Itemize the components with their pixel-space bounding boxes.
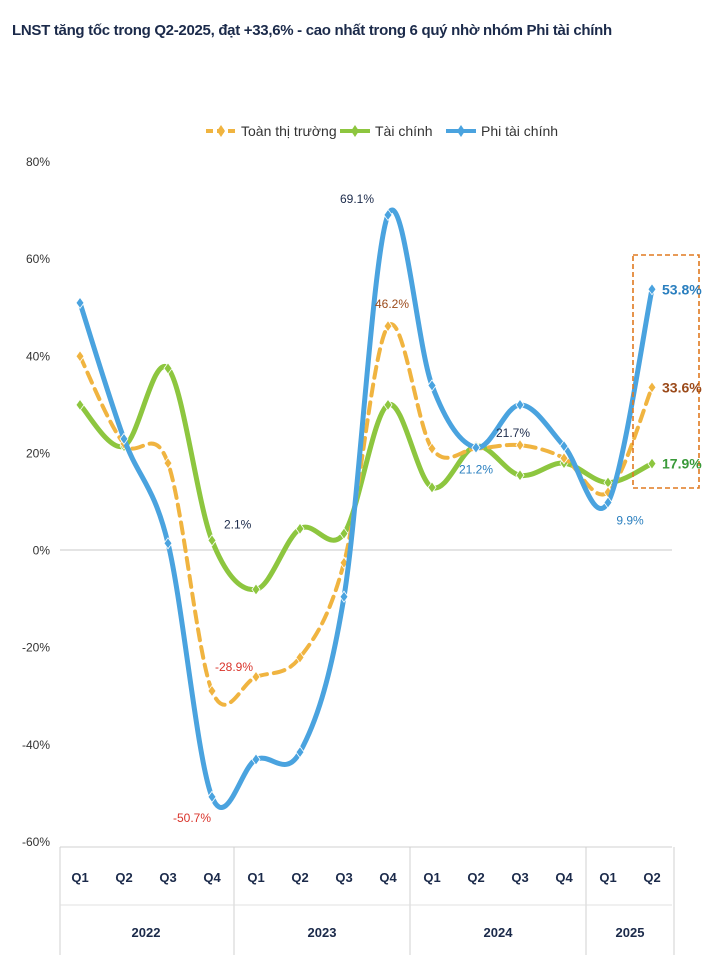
data-label: 2.1% <box>224 517 252 531</box>
series-line <box>77 208 655 810</box>
data-point-marker <box>647 381 657 394</box>
x-tick-label: Q1 <box>423 870 440 885</box>
x-axis: Q1 Q2 Q3 Q4 Q1 Q2 Q3 Q4 Q1 Q2 Q3 Q4 Q1 Q2 2022 2023 2024… <box>59 846 675 955</box>
data-point-marker <box>515 469 525 482</box>
data-point-marker <box>251 670 261 684</box>
data-point-marker <box>207 534 217 547</box>
data-point-marker <box>339 527 349 540</box>
x-tick-label: Q4 <box>203 870 221 885</box>
chart-title: LNST tăng tốc trong Q2-2025, đạt +33,6% … <box>12 22 612 39</box>
x-tick-label: Q1 <box>599 870 616 885</box>
legend-marker-0 <box>217 125 225 137</box>
data-point-marker <box>647 457 657 470</box>
data-point-marker <box>75 296 85 310</box>
data-point-marker <box>163 537 173 550</box>
x-tick-label: Q2 <box>291 870 308 885</box>
data-point-marker <box>471 441 481 454</box>
x-tick-label: Q4 <box>555 870 573 885</box>
data-point-marker <box>515 438 525 452</box>
data-labels: 2.1% -28.9% -50.7% 69.1% 46.2% 21.7% 21.2% 9.9%… <box>173 192 702 825</box>
data-point-marker <box>251 753 261 766</box>
data-label: -28.9% <box>215 660 253 674</box>
x-tick-label: Q2 <box>467 870 484 885</box>
x-tick-label: Q2 <box>643 870 660 885</box>
data-label: 53.8% <box>662 281 702 297</box>
legend[interactable]: Toàn thị trường Tài chính Phi tài chính <box>206 123 558 139</box>
data-label: 69.1% <box>340 192 374 206</box>
y-tick-label: 40% <box>26 349 50 363</box>
x-tick-label: Q1 <box>71 870 88 885</box>
data-label: 21.7% <box>496 426 530 440</box>
data-point-marker <box>295 745 305 759</box>
x-tick-label: Q3 <box>511 870 528 885</box>
year-label: 2023 <box>308 925 337 940</box>
data-label: 9.9% <box>616 513 644 527</box>
x-tick-label: Q3 <box>335 870 352 885</box>
data-point-marker <box>559 439 569 453</box>
y-tick-label: 0% <box>33 544 51 558</box>
data-point-marker <box>207 684 217 698</box>
year-label: 2024 <box>484 925 514 940</box>
data-point-marker <box>75 350 85 363</box>
data-label: 17.9% <box>662 456 702 472</box>
y-axis: 80% 60% 40% 20% 0% -20% -40% -60% <box>22 155 50 849</box>
series-layer <box>75 208 657 810</box>
data-point-marker <box>427 442 437 455</box>
y-tick-label: -40% <box>22 738 50 752</box>
year-label: 2025 <box>616 925 645 940</box>
data-point-marker <box>75 398 85 412</box>
legend-marker-2 <box>457 125 465 137</box>
highlight-box <box>632 254 700 489</box>
data-label: -50.7% <box>173 811 211 825</box>
legend-label-2: Phi tài chính <box>481 123 558 139</box>
y-tick-label: 20% <box>26 446 50 460</box>
data-point-marker <box>339 590 349 603</box>
data-point-marker <box>383 208 393 222</box>
data-point-marker <box>163 362 173 375</box>
data-point-marker <box>295 522 305 535</box>
year-label: 2022 <box>132 925 161 940</box>
data-point-marker <box>559 452 569 465</box>
data-point-marker <box>383 398 393 412</box>
data-point-marker <box>295 651 305 664</box>
data-point-marker <box>383 319 393 333</box>
data-point-marker <box>515 398 525 412</box>
x-tick-label: Q2 <box>115 870 132 885</box>
y-tick-label: 60% <box>26 252 50 266</box>
data-point-marker <box>427 481 437 494</box>
data-point-marker <box>251 583 261 596</box>
data-label: 21.2% <box>459 463 493 477</box>
data-point-marker <box>647 283 657 296</box>
x-tick-label: Q3 <box>159 870 176 885</box>
y-tick-label: -60% <box>22 835 50 849</box>
data-point-marker <box>427 379 437 392</box>
y-tick-label: 80% <box>26 155 50 169</box>
series-1 <box>75 362 657 596</box>
legend-label-0: Toàn thị trường <box>241 123 337 139</box>
legend-label-1: Tài chính <box>375 123 433 139</box>
series-line <box>78 322 654 707</box>
x-tick-label: Q1 <box>247 870 264 885</box>
data-point-marker <box>603 496 613 509</box>
y-tick-label: -20% <box>22 641 50 655</box>
data-point-marker <box>119 432 129 446</box>
data-point-marker <box>207 790 217 804</box>
data-label: 46.2% <box>375 297 409 311</box>
legend-marker-1 <box>351 125 359 137</box>
data-label: 33.6% <box>662 379 702 395</box>
data-point-marker <box>163 456 173 470</box>
x-tick-label: Q4 <box>379 870 397 885</box>
series-2 <box>75 208 657 810</box>
